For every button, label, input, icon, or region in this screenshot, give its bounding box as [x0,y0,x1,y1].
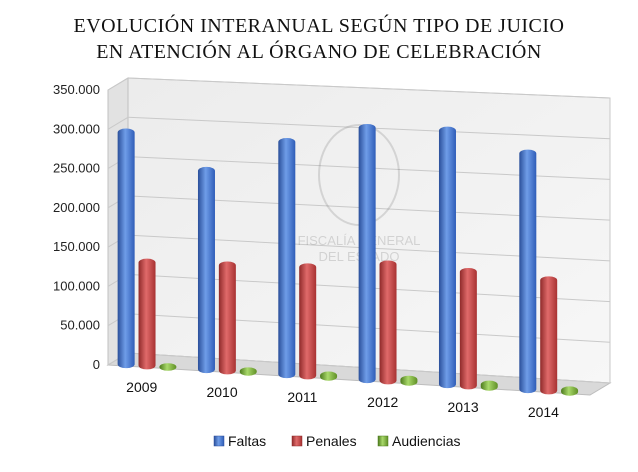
x-tick-label: 2009 [126,379,157,395]
gridline-side [107,77,129,91]
legend-label-penales: Penales [306,433,357,449]
legend-swatch-faltas [213,435,225,447]
legend-label-audiencias: Audiencias [392,433,461,449]
bar-faltas-2013 [438,126,456,389]
bar-audiencias-2010 [239,367,257,376]
x-tick-label: 2011 [287,389,317,405]
legend: Faltas Penales Audiencias [213,433,461,449]
x-tick-label: 2012 [367,394,398,410]
bar-penales-2009 [138,258,156,370]
bar-penales-2014 [540,276,558,395]
bar-audiencias-2009 [159,363,177,371]
legend-swatch-penales [291,435,303,447]
x-tick-label: 2013 [447,399,478,415]
bar-penales-2011 [299,263,317,380]
y-tick-label: 100.000 [53,278,100,293]
y-tick-label: 0 [93,357,100,372]
chart-title-line-2: EN ATENCIÓN AL ÓRGANO DE CELEBRACIÓN [96,41,542,63]
y-tick-label: 350.000 [53,82,100,97]
gridline-side [107,116,129,130]
bar-penales-2010 [218,261,236,375]
x-tick-label: 2014 [528,404,559,420]
gridline [127,77,611,99]
bar-audiencias-2013 [480,380,498,391]
y-tick-label: 250.000 [53,161,100,176]
bar-faltas-2009 [117,128,135,369]
y-tick-label: 200.000 [53,200,100,215]
y-tick-label: 150.000 [53,239,100,254]
bar-penales-2013 [459,267,477,390]
y-tick-label: 300.000 [53,121,100,136]
bar-faltas-2010 [197,166,215,374]
bar-audiencias-2012 [400,375,418,386]
bar-faltas-2012 [358,123,376,384]
legend-label-faltas: Faltas [228,433,266,449]
bar-faltas-2014 [519,149,537,394]
x-tick-label: 2010 [206,384,237,400]
bar-audiencias-2014 [561,386,579,396]
bar-penales-2012 [379,260,397,385]
chart-title-line-1: EVOLUCIÓN INTERANUAL SEGÚN TIPO DE JUICI… [73,15,565,37]
legend-swatch-audiencias [377,435,389,447]
bar-audiencias-2011 [320,371,338,381]
y-tick-label: 50.000 [60,318,100,333]
bar-faltas-2011 [278,138,296,379]
